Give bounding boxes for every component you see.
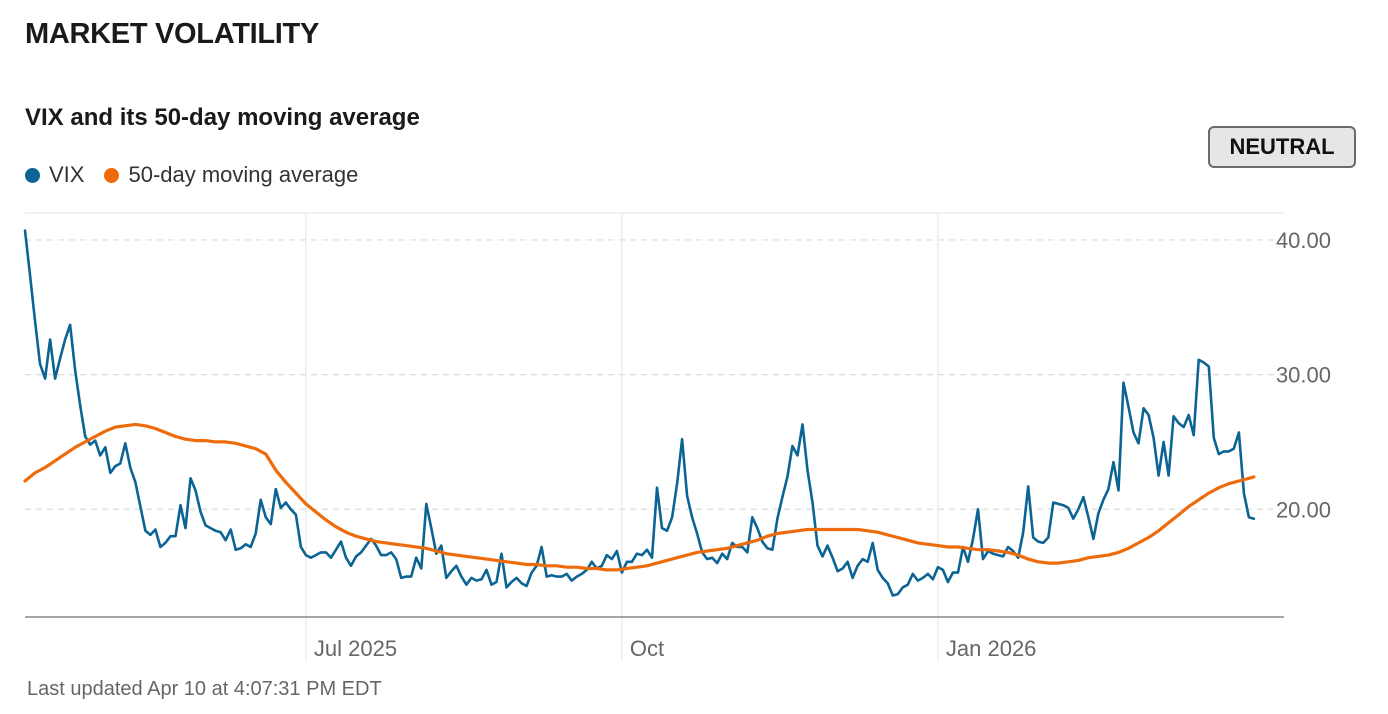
page-title: MARKET VOLATILITY bbox=[25, 18, 320, 50]
x-tick-label: Jan 2026 bbox=[946, 636, 1037, 661]
x-tick-label: Oct bbox=[630, 636, 664, 661]
y-tick-label: 40.00 bbox=[1276, 228, 1331, 253]
legend-dot-vix-icon bbox=[25, 167, 40, 183]
legend-label-moving-average: 50-day moving average bbox=[128, 162, 359, 187]
series-line-ma50[interactable] bbox=[23, 422, 1256, 572]
legend-dot-moving-average-icon bbox=[104, 167, 120, 183]
legend-item-vix[interactable]: VIX bbox=[25, 162, 84, 188]
y-tick-label: 20.00 bbox=[1276, 497, 1331, 522]
legend-item-moving-average[interactable]: 50-day moving average bbox=[104, 162, 358, 188]
last-updated-text: Last updated Apr 10 at 4:07:31 PM EDT bbox=[27, 678, 382, 700]
x-tick-label: Jul 2025 bbox=[314, 636, 397, 661]
chart-subtitle: VIX and its 50-day moving average bbox=[25, 104, 420, 131]
legend-label-vix: VIX bbox=[49, 162, 85, 187]
y-tick-label: 30.00 bbox=[1276, 363, 1331, 388]
chart-legend: VIX 50-day moving average bbox=[25, 162, 378, 188]
sentiment-status-badge: NEUTRAL bbox=[1208, 126, 1356, 168]
vix-line-chart[interactable]: 20.00 30.00 40.00 Jul 2025 Oct Jan 2026 bbox=[0, 200, 1388, 670]
series-line-vix[interactable] bbox=[23, 229, 1256, 597]
